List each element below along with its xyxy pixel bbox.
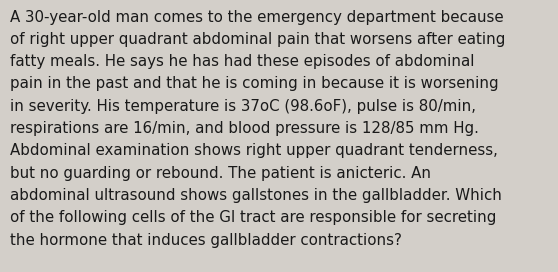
Text: of right upper quadrant abdominal pain that worsens after eating: of right upper quadrant abdominal pain t…: [10, 32, 506, 47]
Text: of the following cells of the GI tract are responsible for secreting: of the following cells of the GI tract a…: [10, 210, 497, 225]
Text: but no guarding or rebound. The patient is anicteric. An: but no guarding or rebound. The patient …: [10, 166, 431, 181]
Text: A 30-year-old man comes to the emergency department because: A 30-year-old man comes to the emergency…: [10, 10, 504, 24]
Text: respirations are 16/min, and blood pressure is 128/85 mm Hg.: respirations are 16/min, and blood press…: [10, 121, 479, 136]
Text: the hormone that induces gallbladder contractions?: the hormone that induces gallbladder con…: [10, 233, 402, 248]
Text: Abdominal examination shows right upper quadrant tenderness,: Abdominal examination shows right upper …: [10, 143, 498, 158]
Text: pain in the past and that he is coming in because it is worsening: pain in the past and that he is coming i…: [10, 76, 499, 91]
Text: abdominal ultrasound shows gallstones in the gallbladder. Which: abdominal ultrasound shows gallstones in…: [10, 188, 502, 203]
Text: fatty meals. He says he has had these episodes of abdominal: fatty meals. He says he has had these ep…: [10, 54, 474, 69]
Text: in severity. His temperature is 37oC (98.6oF), pulse is 80/min,: in severity. His temperature is 37oC (98…: [10, 99, 476, 114]
